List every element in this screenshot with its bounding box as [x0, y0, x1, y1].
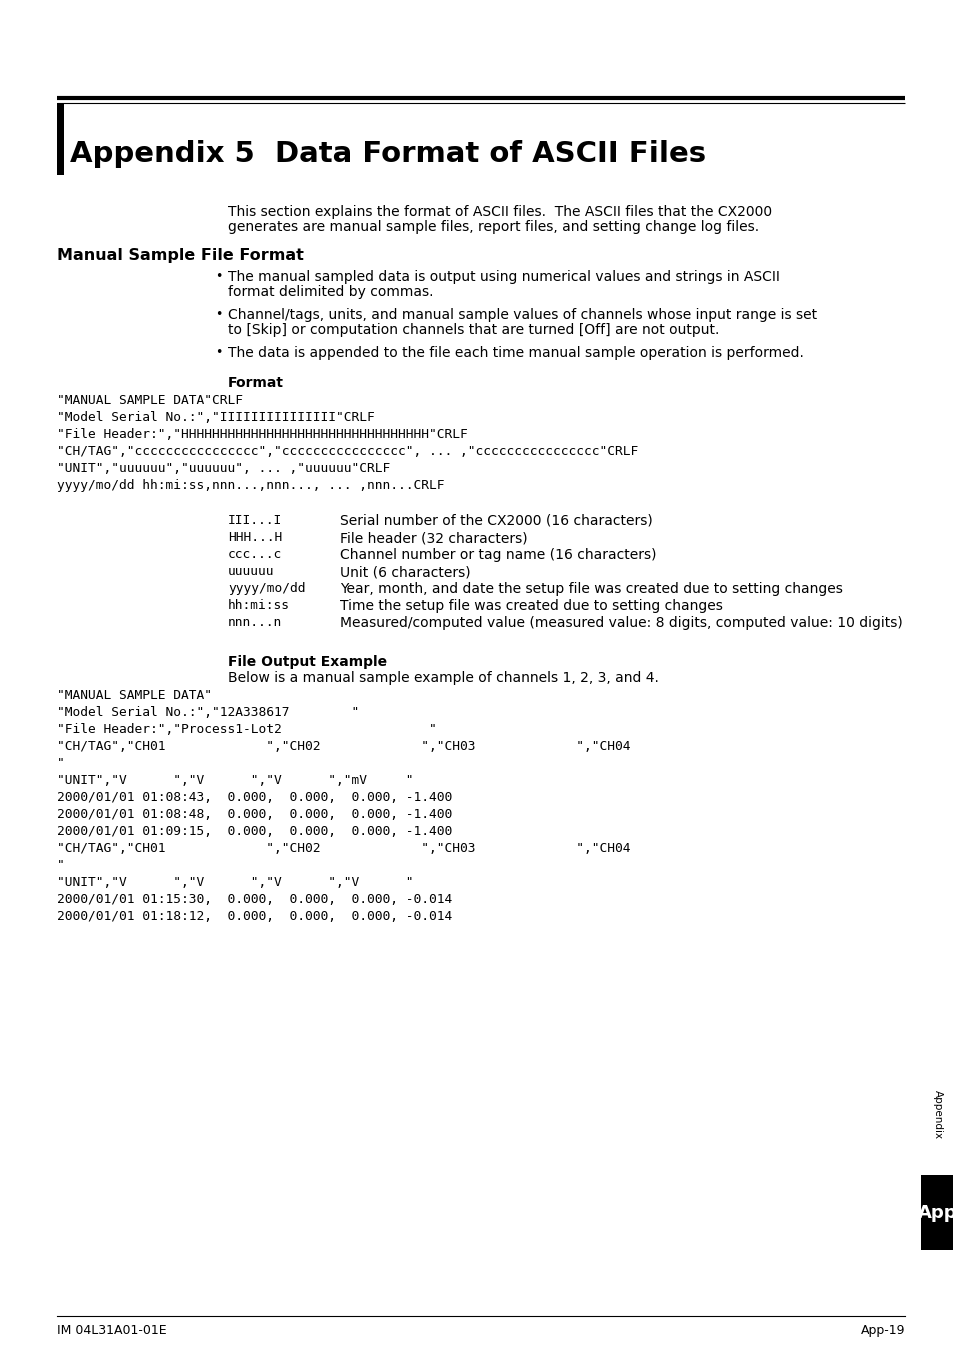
Text: Measured/computed value (measured value: 8 digits, computed value: 10 digits): Measured/computed value (measured value:…: [339, 616, 902, 630]
Text: "MANUAL SAMPLE DATA": "MANUAL SAMPLE DATA": [57, 689, 212, 703]
Text: ": ": [57, 859, 65, 871]
Bar: [920, 1175, 953, 1250]
Text: App-19: App-19: [860, 1324, 904, 1337]
Text: Time the setup file was created due to setting changes: Time the setup file was created due to s…: [339, 598, 722, 613]
Text: The data is appended to the file each time manual sample operation is performed.: The data is appended to the file each ti…: [228, 346, 803, 359]
Text: Serial number of the CX2000 (16 characters): Serial number of the CX2000 (16 characte…: [339, 513, 652, 528]
Text: Format: Format: [228, 376, 284, 390]
Text: 2000/01/01 01:08:48,  0.000,  0.000,  0.000, -1.400: 2000/01/01 01:08:48, 0.000, 0.000, 0.000…: [57, 808, 452, 821]
Text: ": ": [57, 757, 65, 770]
Text: "Model Serial No.:","12A338617        ": "Model Serial No.:","12A338617 ": [57, 707, 359, 719]
Text: nnn...n: nnn...n: [228, 616, 282, 630]
Text: File header (32 characters): File header (32 characters): [339, 531, 527, 544]
Text: •: •: [214, 308, 222, 322]
Text: Unit (6 characters): Unit (6 characters): [339, 565, 470, 580]
Text: Appendix 5  Data Format of ASCII Files: Appendix 5 Data Format of ASCII Files: [70, 141, 705, 168]
Text: "UNIT","V      ","V      ","V      ","mV     ": "UNIT","V ","V ","V ","mV ": [57, 774, 413, 788]
Text: Channel number or tag name (16 characters): Channel number or tag name (16 character…: [339, 549, 656, 562]
Text: hh:mi:ss: hh:mi:ss: [228, 598, 290, 612]
Text: uuuuuu: uuuuuu: [228, 565, 274, 578]
Text: Channel/tags, units, and manual sample values of channels whose input range is s: Channel/tags, units, and manual sample v…: [228, 308, 817, 322]
Text: "File Header:","HHHHHHHHHHHHHHHHHHHHHHHHHHHHHHHH"CRLF: "File Header:","HHHHHHHHHHHHHHHHHHHHHHHH…: [57, 428, 467, 440]
Text: "UNIT","uuuuuu","uuuuuu", ... ,"uuuuuu"CRLF: "UNIT","uuuuuu","uuuuuu", ... ,"uuuuuu"C…: [57, 462, 390, 476]
Text: App: App: [917, 1204, 953, 1221]
Text: 2000/01/01 01:09:15,  0.000,  0.000,  0.000, -1.400: 2000/01/01 01:09:15, 0.000, 0.000, 0.000…: [57, 825, 452, 838]
Text: "CH/TAG","CH01             ","CH02             ","CH03             ","CH04: "CH/TAG","CH01 ","CH02 ","CH03 ","CH04: [57, 740, 630, 753]
Text: "Model Serial No.:","IIIIIIIIIIIIIII"CRLF: "Model Serial No.:","IIIIIIIIIIIIIII"CRL…: [57, 411, 375, 424]
Text: IM 04L31A01-01E: IM 04L31A01-01E: [57, 1324, 167, 1337]
Text: "CH/TAG","cccccccccccccccc","cccccccccccccccc", ... ,"cccccccccccccccc"CRLF: "CH/TAG","cccccccccccccccc","ccccccccccc…: [57, 444, 638, 458]
Text: to [Skip] or computation channels that are turned [Off] are not output.: to [Skip] or computation channels that a…: [228, 323, 719, 336]
Text: "File Header:","Process1-Lot2                   ": "File Header:","Process1-Lot2 ": [57, 723, 436, 736]
Text: "CH/TAG","CH01             ","CH02             ","CH03             ","CH04: "CH/TAG","CH01 ","CH02 ","CH03 ","CH04: [57, 842, 630, 855]
Bar: [57, 103, 64, 176]
Text: generates are manual sample files, report files, and setting change log files.: generates are manual sample files, repor…: [228, 220, 759, 234]
Text: "UNIT","V      ","V      ","V      ","V      ": "UNIT","V ","V ","V ","V ": [57, 875, 413, 889]
Text: Appendix: Appendix: [931, 1090, 942, 1139]
Text: The manual sampled data is output using numerical values and strings in ASCII: The manual sampled data is output using …: [228, 270, 779, 284]
Text: Manual Sample File Format: Manual Sample File Format: [57, 249, 304, 263]
Text: 2000/01/01 01:15:30,  0.000,  0.000,  0.000, -0.014: 2000/01/01 01:15:30, 0.000, 0.000, 0.000…: [57, 893, 452, 907]
Text: •: •: [214, 270, 222, 282]
Text: Year, month, and date the setup file was created due to setting changes: Year, month, and date the setup file was…: [339, 582, 842, 596]
Text: 2000/01/01 01:18:12,  0.000,  0.000,  0.000, -0.014: 2000/01/01 01:18:12, 0.000, 0.000, 0.000…: [57, 911, 452, 923]
Text: yyyy/mo/dd: yyyy/mo/dd: [228, 582, 305, 594]
Text: ccc...c: ccc...c: [228, 549, 282, 561]
Text: Below is a manual sample example of channels 1, 2, 3, and 4.: Below is a manual sample example of chan…: [228, 671, 659, 685]
Text: format delimited by commas.: format delimited by commas.: [228, 285, 433, 299]
Text: This section explains the format of ASCII files.  The ASCII files that the CX200: This section explains the format of ASCI…: [228, 205, 771, 219]
Text: "MANUAL SAMPLE DATA"CRLF: "MANUAL SAMPLE DATA"CRLF: [57, 394, 243, 407]
Text: 2000/01/01 01:08:43,  0.000,  0.000,  0.000, -1.400: 2000/01/01 01:08:43, 0.000, 0.000, 0.000…: [57, 790, 452, 804]
Text: File Output Example: File Output Example: [228, 655, 387, 669]
Text: HHH...H: HHH...H: [228, 531, 282, 544]
Text: •: •: [214, 346, 222, 359]
Text: III...I: III...I: [228, 513, 282, 527]
Text: yyyy/mo/dd hh:mi:ss,nnn...,nnn..., ... ,nnn...CRLF: yyyy/mo/dd hh:mi:ss,nnn...,nnn..., ... ,…: [57, 480, 444, 492]
